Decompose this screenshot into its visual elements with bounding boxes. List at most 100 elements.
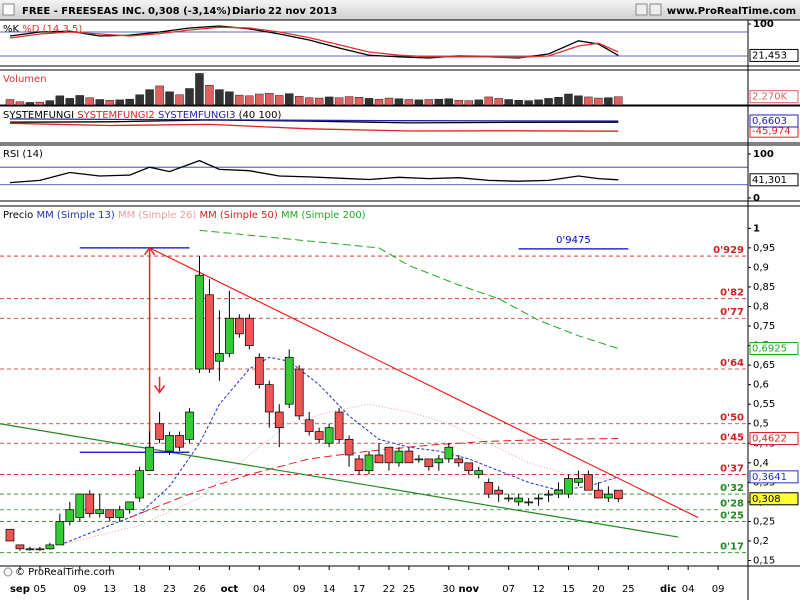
x-tick-label: 17 xyxy=(353,584,366,595)
level-label: 0'25 xyxy=(720,510,744,521)
last-value-box xyxy=(749,173,799,187)
candle-body xyxy=(105,509,115,518)
symbol: FREE - FREESEAS INC. xyxy=(22,6,145,17)
volume-bar xyxy=(195,73,204,106)
candle-body xyxy=(394,450,404,464)
level-label: 0'28 xyxy=(720,499,744,510)
candle-body xyxy=(235,317,244,335)
volume-bar xyxy=(295,95,304,106)
volume-bar xyxy=(75,95,84,106)
last-value-box xyxy=(749,492,799,506)
x-tick-label: 04 xyxy=(253,584,266,595)
candle-body xyxy=(135,470,144,499)
candle-body xyxy=(364,454,374,471)
level-label-bg xyxy=(718,357,746,369)
volume-bar xyxy=(454,100,463,106)
x-tick-label: 23 xyxy=(163,584,176,595)
candle-body xyxy=(294,368,304,417)
volume-bar xyxy=(125,98,134,106)
x-tick-label: 22 xyxy=(383,584,396,595)
volume-bar xyxy=(414,99,424,106)
x-tick-label: 25 xyxy=(403,584,416,595)
volume-bar xyxy=(265,93,274,106)
candle-body xyxy=(225,317,234,354)
volume-bar xyxy=(614,96,623,106)
series-line xyxy=(9,25,619,59)
candle-body xyxy=(264,384,274,413)
candle-body xyxy=(604,493,613,499)
y-tick-label: 0,15 xyxy=(753,556,775,567)
level-label: 0'37 xyxy=(720,464,744,475)
level-label-bg xyxy=(718,286,746,298)
candle-body xyxy=(504,497,513,500)
volume-bar xyxy=(35,101,45,106)
volume-bar xyxy=(524,100,533,106)
volume-bar xyxy=(25,102,35,106)
level-label: 0'929 xyxy=(713,245,744,256)
icon-button[interactable] xyxy=(649,3,662,16)
x-tick-label: 09 xyxy=(293,584,306,595)
candle-body xyxy=(334,411,344,440)
site: www.ProRealTime.com xyxy=(667,6,796,17)
level-label: 0'82 xyxy=(720,288,744,299)
level-label: 0'64 xyxy=(720,358,744,369)
volume-bar xyxy=(95,99,104,106)
candle-body xyxy=(414,458,424,461)
level-label: 0'77 xyxy=(720,307,744,318)
icon-button[interactable] xyxy=(635,3,648,16)
volume-bar xyxy=(544,98,553,106)
trend-line xyxy=(0,423,679,538)
last-value-label: 0,6603 xyxy=(752,116,787,127)
panel-legend: Precio MM (Simple 13) MM (Simple 26) MM … xyxy=(3,210,366,221)
y-tick-label: 0,6 xyxy=(753,380,769,391)
candle-body xyxy=(185,411,194,440)
volume-bar xyxy=(115,99,124,106)
volume-bar xyxy=(484,96,493,106)
candle-body xyxy=(574,478,583,483)
candle-body xyxy=(384,446,394,464)
volume-bar xyxy=(534,99,543,106)
volume-bar xyxy=(55,95,65,106)
candle-body xyxy=(195,274,204,370)
x-tick-label: 20 xyxy=(592,584,605,595)
legend-entry: %D xyxy=(22,24,40,35)
candle-body xyxy=(404,450,414,464)
candle-body xyxy=(534,497,543,500)
series-line xyxy=(199,229,619,349)
header-bar xyxy=(0,0,800,20)
series-line xyxy=(9,122,619,132)
candle-body xyxy=(254,356,264,386)
volume-bar xyxy=(225,91,234,106)
volume-bar xyxy=(444,98,453,106)
menu-icon[interactable] xyxy=(2,3,15,16)
series-line xyxy=(59,356,619,546)
last-value-box xyxy=(749,90,799,104)
series-line xyxy=(9,118,619,122)
level-label-bg xyxy=(718,462,746,474)
volume-bar xyxy=(364,98,374,106)
last-value-label: 0,6925 xyxy=(752,344,787,355)
candle-body xyxy=(304,419,314,432)
volume-bar xyxy=(424,99,434,106)
volume-bar xyxy=(165,91,174,106)
volume-bar xyxy=(374,98,384,106)
volume-bar xyxy=(394,98,404,106)
legend-entry: MM (Simple 200) xyxy=(281,210,366,221)
x-tick-label: 13 xyxy=(103,584,116,595)
volume-bar xyxy=(215,89,224,106)
x-tick-label: 15 xyxy=(562,584,575,595)
candle-body xyxy=(314,431,324,440)
panel-legend: RSI (14) xyxy=(3,149,43,160)
volume-bar xyxy=(185,88,194,106)
y-tick-label: 100 xyxy=(753,19,774,30)
candle-body xyxy=(125,501,135,511)
candle-body xyxy=(564,478,573,495)
volume-bar xyxy=(205,84,214,106)
series-line xyxy=(9,119,619,124)
last-value-label: 2.270K xyxy=(752,92,788,103)
volume-bar xyxy=(155,85,164,106)
level-label-bg xyxy=(718,244,746,256)
volume-bar xyxy=(554,97,563,106)
last-value-box xyxy=(749,432,799,446)
